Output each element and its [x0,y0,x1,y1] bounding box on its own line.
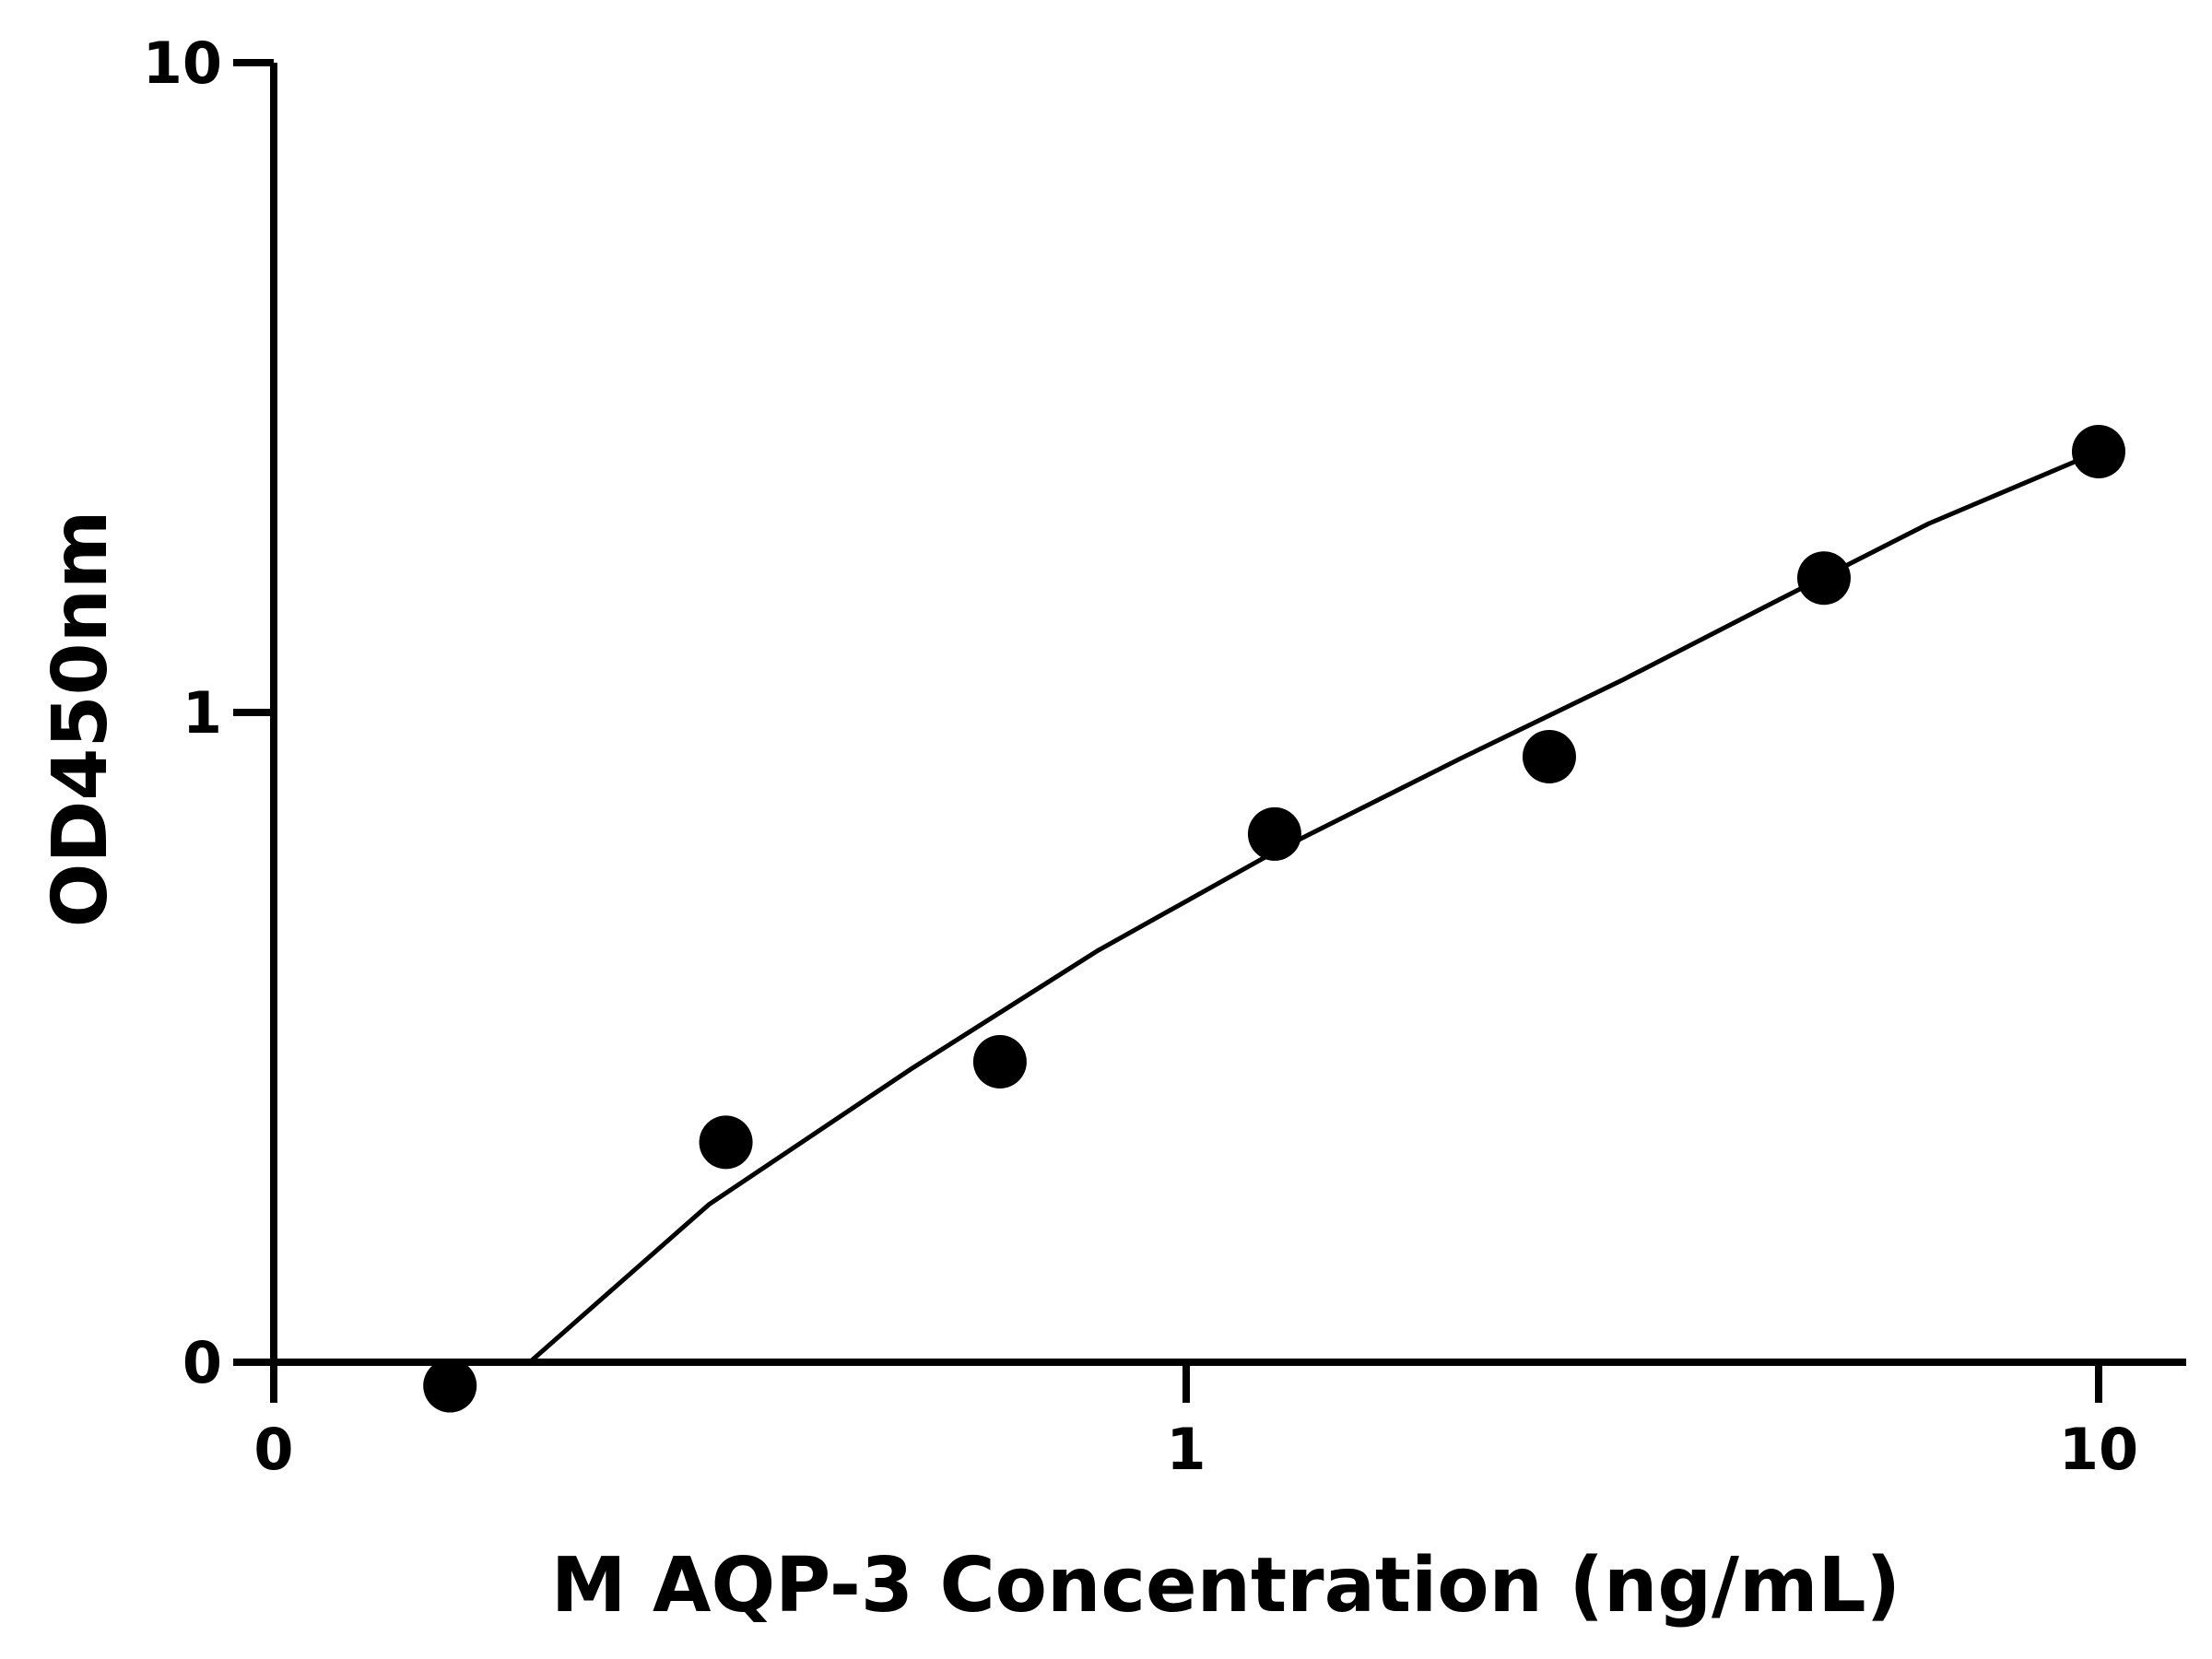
y-tick-label-2: 10 [143,29,222,97]
y-tick-label-1: 1 [182,679,222,747]
y-ticks: 0 1 10 [143,29,274,1396]
data-point-1 [699,1115,753,1170]
y-axis-title: OD450nm [37,511,124,928]
axes [233,63,2186,1403]
x-axis-title: M AQP-3 Concentration (ng/mL) [551,1542,1900,1630]
x-tick-label-0: 0 [253,1416,293,1483]
x-tick-label-1: 1 [1166,1416,1206,1483]
data-point-3 [1247,806,1301,861]
data-point-2 [972,1035,1027,1089]
data-point-4 [1522,729,1576,783]
y-tick-label-0: 0 [182,1329,222,1396]
data-point-0 [423,1359,477,1413]
fit-curve [526,449,2100,1366]
data-point-5 [1796,551,1851,606]
x-tick-label-2: 10 [2059,1416,2138,1483]
x-ticks: 0 1 10 [253,1362,2138,1483]
data-point-6 [2072,425,2125,479]
data-points [423,425,2125,1413]
